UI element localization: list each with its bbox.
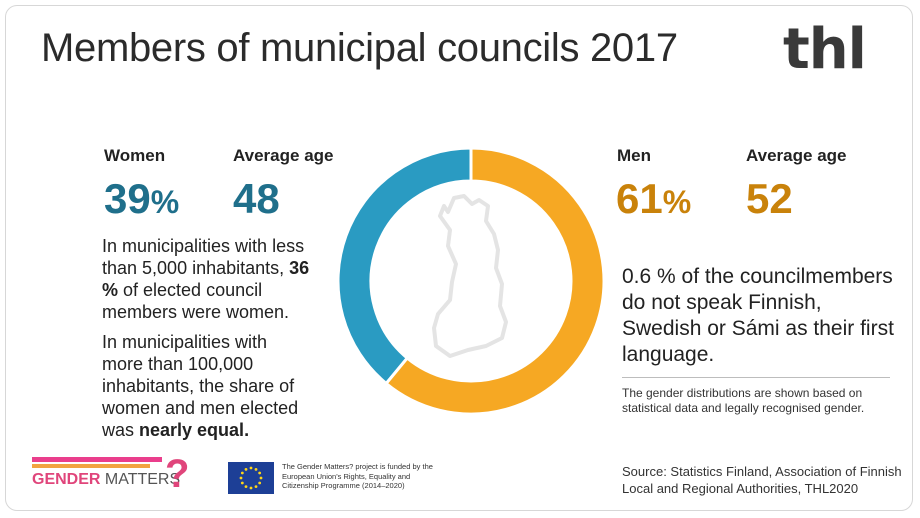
p2-part-a: In municipalities with more than 100,000… bbox=[102, 332, 299, 440]
men-share: 61% bbox=[616, 178, 691, 220]
eu-star-icon bbox=[244, 485, 248, 489]
source-text: Source: Statistics Finland, Association … bbox=[622, 464, 902, 496]
small-municipalities-text: In municipalities with less than 5,000 i… bbox=[102, 235, 317, 323]
divider bbox=[622, 377, 890, 378]
eu-star-icon bbox=[240, 471, 244, 475]
infographic-card bbox=[5, 5, 913, 511]
finland-map-icon bbox=[432, 194, 508, 358]
p1-part-a: In municipalities with less than 5,000 i… bbox=[102, 236, 305, 278]
large-municipalities-text: In municipalities with more than 100,000… bbox=[102, 331, 312, 441]
women-average-age: 48 bbox=[233, 175, 280, 222]
men-age-label: Average age bbox=[746, 146, 847, 165]
eu-star-icon bbox=[259, 476, 263, 480]
eu-star-icon bbox=[249, 486, 253, 490]
donut-slice-men bbox=[384, 146, 606, 416]
men-label: Men bbox=[617, 146, 651, 165]
page-title: Members of municipal councils 2017 bbox=[41, 26, 678, 70]
eu-star-icon bbox=[254, 485, 258, 489]
women-share-unit: % bbox=[150, 184, 180, 220]
p1-highlight: 36 % bbox=[102, 258, 310, 300]
language-fact: 0.6 % of the councilmembers do not speak… bbox=[622, 265, 894, 366]
gender-matters-logo: GENDER MATTERS ? bbox=[32, 454, 189, 494]
eu-star-icon bbox=[239, 476, 243, 480]
women-age-label: Average age bbox=[233, 146, 334, 165]
men-average-age: 52 bbox=[746, 175, 793, 222]
gm-bar-pink bbox=[32, 457, 162, 462]
p1-part-c: of elected council members were women. bbox=[102, 280, 290, 322]
eu-star-icon bbox=[258, 481, 262, 485]
men-share-unit: % bbox=[662, 184, 692, 220]
p2-highlight: nearly equal. bbox=[139, 420, 250, 440]
eu-funding-text: The Gender Matters? project is funded by… bbox=[282, 462, 433, 490]
men-share-value: 61 bbox=[616, 175, 663, 222]
eu-star-icon bbox=[244, 467, 248, 471]
eu-star-icon bbox=[249, 466, 253, 470]
women-share: 39% bbox=[104, 178, 179, 220]
eu-flag-icon bbox=[228, 462, 274, 494]
eu-star-icon bbox=[240, 481, 244, 485]
women-label: Women bbox=[104, 146, 166, 165]
gender-note: The gender distributions are shown based… bbox=[622, 386, 865, 415]
gm-wordmark: GENDER MATTERS bbox=[32, 471, 180, 489]
eu-star-icon bbox=[254, 467, 258, 471]
gender-donut-chart bbox=[336, 146, 606, 416]
women-share-value: 39 bbox=[104, 175, 151, 222]
donut-slice-women bbox=[336, 146, 473, 386]
thl-logo: thl bbox=[783, 17, 867, 82]
gm-word-gender: GENDER bbox=[32, 471, 101, 488]
gm-word-matters: MATTERS bbox=[100, 471, 181, 488]
eu-star-icon bbox=[258, 471, 262, 475]
gm-question-mark: ? bbox=[165, 452, 190, 496]
gm-bar-orange bbox=[32, 464, 150, 468]
